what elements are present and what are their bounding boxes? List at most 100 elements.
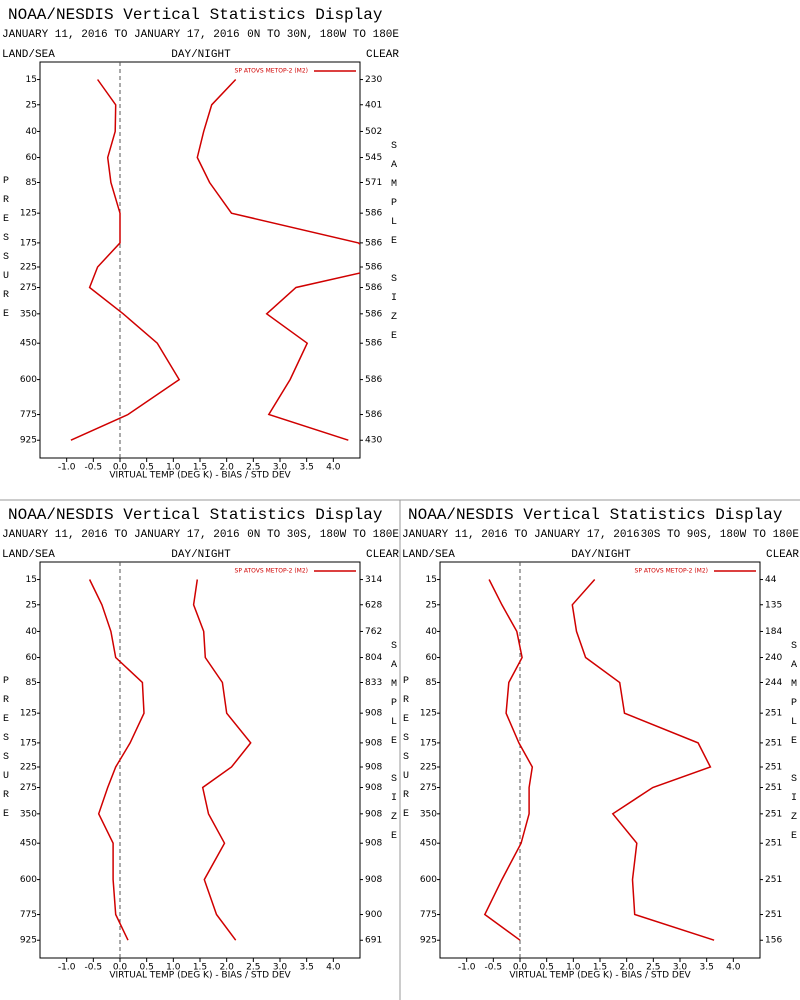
y-tick-label: 85 bbox=[26, 678, 37, 688]
x-tick-label: 3.0 bbox=[273, 963, 288, 973]
sample-size-label: 135 bbox=[765, 600, 782, 610]
y-tick-label: 15 bbox=[26, 75, 37, 85]
sample-size-label: 251 bbox=[765, 738, 782, 748]
sample-size-label: 908 bbox=[365, 783, 382, 793]
x-tick-label: 3.5 bbox=[300, 963, 314, 973]
y-tick-label: 60 bbox=[26, 653, 38, 663]
y-tick-label: 450 bbox=[420, 839, 437, 849]
y2-axis-label: SAMPLE SIZE bbox=[389, 641, 400, 850]
x-tick-label: -0.5 bbox=[85, 463, 103, 473]
y-tick-label: 25 bbox=[426, 600, 437, 610]
x-tick-label: 2.0 bbox=[620, 963, 635, 973]
y-tick-label: 600 bbox=[20, 375, 37, 385]
sample-size-label: 908 bbox=[365, 709, 382, 719]
sample-size-label: 244 bbox=[765, 678, 782, 688]
std-dev-line bbox=[192, 579, 252, 941]
clear: CLEAR bbox=[366, 549, 399, 561]
x-axis-label: VIRTUAL TEMP (DEG K) - BIAS / STD DEV bbox=[109, 471, 291, 481]
y-tick-label: 925 bbox=[20, 936, 37, 946]
sample-size-label: 251 bbox=[765, 762, 782, 772]
sample-size-label: 314 bbox=[365, 575, 382, 585]
y-tick-label: 350 bbox=[420, 809, 437, 819]
y2-axis-label: SAMPLE SIZE bbox=[389, 141, 400, 350]
y-tick-label: 125 bbox=[20, 209, 37, 219]
legend-label: SP ATOVS METOP-2 (M2) bbox=[235, 568, 308, 575]
sample-size-label: 586 bbox=[365, 375, 382, 385]
y-axis-label: PRESSURE bbox=[1, 176, 12, 328]
sample-size-label: 251 bbox=[765, 910, 782, 920]
y2-axis-label: SAMPLE SIZE bbox=[789, 641, 800, 850]
subtitle: JANUARY 11, 2016 TO JANUARY 17, 2016 bbox=[2, 29, 240, 41]
y-tick-label: 40 bbox=[426, 627, 438, 637]
y-tick-label: 225 bbox=[420, 762, 437, 772]
y-tick-label: 175 bbox=[420, 738, 437, 748]
y-tick-label: 25 bbox=[26, 600, 37, 610]
y-tick-label: 225 bbox=[20, 762, 37, 772]
bias-line bbox=[88, 579, 145, 941]
sample-size-label: 586 bbox=[365, 262, 382, 272]
bias-line bbox=[483, 579, 534, 941]
y-tick-label: 925 bbox=[420, 936, 437, 946]
clear: CLEAR bbox=[766, 549, 799, 561]
y-tick-label: 225 bbox=[20, 262, 37, 272]
sample-size-label: 586 bbox=[365, 209, 382, 219]
sample-size-label: 230 bbox=[365, 75, 382, 85]
sample-size-label: 908 bbox=[365, 839, 382, 849]
y-tick-label: 600 bbox=[420, 875, 437, 885]
y-tick-label: 15 bbox=[26, 575, 37, 585]
y-tick-label: 15 bbox=[426, 575, 437, 585]
y-tick-label: 60 bbox=[426, 653, 438, 663]
sample-size-label: 156 bbox=[765, 936, 782, 946]
day-night: DAY/NIGHT bbox=[571, 549, 631, 561]
sample-size-label: 571 bbox=[365, 178, 382, 188]
sample-size-label: 833 bbox=[365, 678, 382, 688]
legend-label: SP ATOVS METOP-2 (M2) bbox=[235, 68, 308, 75]
x-tick-label: 0.5 bbox=[540, 963, 554, 973]
subtitle: JANUARY 11, 2016 TO JANUARY 17, 2016 bbox=[402, 529, 640, 541]
x-tick-label: 2.5 bbox=[246, 963, 260, 973]
x-tick-label: 1.0 bbox=[166, 463, 181, 473]
sample-size-label: 545 bbox=[365, 153, 382, 163]
y-tick-label: 275 bbox=[20, 283, 37, 293]
x-tick-label: 1.5 bbox=[593, 963, 607, 973]
x-tick-label: 0.5 bbox=[140, 463, 154, 473]
y-tick-label: 450 bbox=[20, 839, 37, 849]
y-tick-label: 85 bbox=[426, 678, 437, 688]
subtitle: JANUARY 11, 2016 TO JANUARY 17, 2016 bbox=[2, 529, 240, 541]
sample-size-label: 251 bbox=[765, 809, 782, 819]
x-tick-label: 0.0 bbox=[113, 463, 128, 473]
sample-size-label: 908 bbox=[365, 738, 382, 748]
x-axis-label: VIRTUAL TEMP (DEG K) - BIAS / STD DEV bbox=[509, 971, 691, 981]
y-tick-label: 175 bbox=[20, 238, 37, 248]
sample-size-label: 628 bbox=[365, 600, 382, 610]
sample-size-label: 908 bbox=[365, 875, 382, 885]
sample-size-label: 240 bbox=[765, 653, 782, 663]
y-tick-label: 925 bbox=[20, 436, 37, 446]
sample-size-label: 430 bbox=[365, 436, 382, 446]
y-tick-label: 275 bbox=[20, 783, 37, 793]
sample-size-label: 586 bbox=[365, 410, 382, 420]
sample-size-label: 586 bbox=[365, 309, 382, 319]
y-tick-label: 25 bbox=[26, 100, 37, 110]
y-tick-label: 600 bbox=[20, 875, 37, 885]
sample-size-label: 251 bbox=[765, 839, 782, 849]
sample-size-label: 586 bbox=[365, 283, 382, 293]
y-tick-label: 40 bbox=[26, 127, 38, 137]
sample-size-label: 251 bbox=[765, 875, 782, 885]
x-tick-label: 0.0 bbox=[113, 963, 128, 973]
sample-size-label: 586 bbox=[365, 339, 382, 349]
y-tick-label: 275 bbox=[420, 783, 437, 793]
sample-size-label: 586 bbox=[365, 238, 382, 248]
x-tick-label: 1.0 bbox=[166, 963, 181, 973]
x-tick-label: 2.0 bbox=[220, 963, 235, 973]
std-dev-line bbox=[196, 78, 360, 441]
x-tick-label: 0.5 bbox=[140, 963, 154, 973]
clear: CLEAR bbox=[366, 49, 399, 61]
sample-size-label: 401 bbox=[365, 100, 382, 110]
sample-size-label: 184 bbox=[765, 627, 782, 637]
x-tick-label: 3.0 bbox=[273, 463, 288, 473]
sample-size-label: 900 bbox=[365, 910, 382, 920]
std-dev-line bbox=[571, 579, 715, 941]
